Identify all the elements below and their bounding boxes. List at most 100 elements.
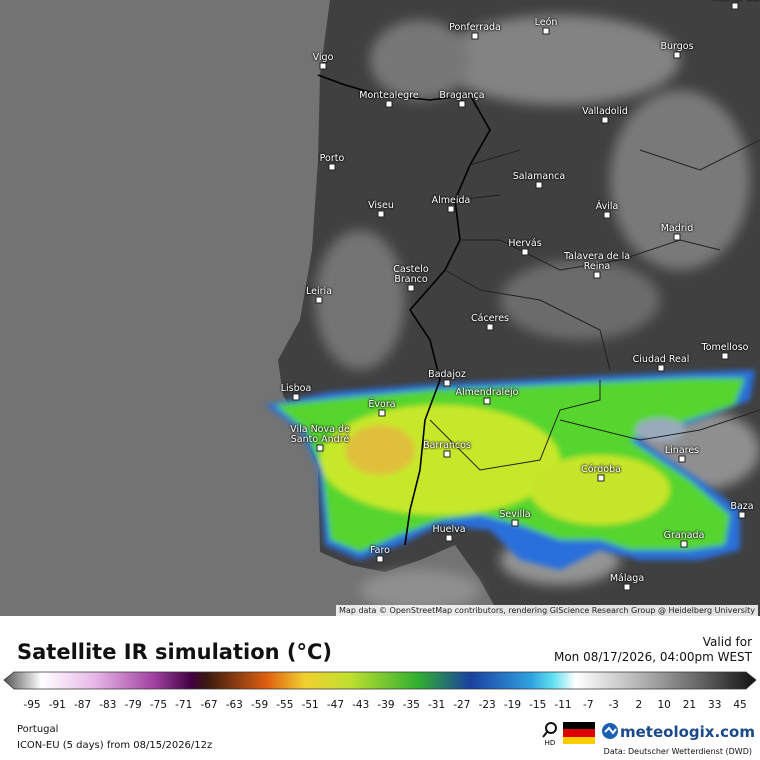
scale-tick-label: -11: [554, 699, 571, 711]
city-label: Sevilla: [499, 509, 531, 520]
city-marker: [623, 583, 631, 591]
city-label: Burgos: [660, 41, 694, 52]
city-marker: [673, 233, 681, 241]
city-marker: [447, 205, 455, 213]
brand-icon: [602, 723, 618, 739]
city-marker: [378, 409, 386, 417]
scale-tick-label: -23: [479, 699, 496, 711]
scale-tick-label: -35: [403, 699, 420, 711]
city-label: Salamanca: [512, 171, 566, 182]
city-label: Valladolid: [582, 106, 628, 117]
flag[interactable]: [563, 722, 595, 744]
city-marker: [601, 116, 609, 124]
city-label: Hervás: [508, 238, 542, 249]
scale-tick-label: 45: [733, 699, 746, 711]
city-marker: [521, 248, 529, 256]
scale-tick-label: -95: [23, 699, 40, 711]
city-marker: [377, 210, 385, 218]
city-marker: [486, 323, 494, 331]
city-marker: [597, 474, 605, 482]
scale-tick-label: -47: [327, 699, 344, 711]
city-label: Linares: [664, 445, 700, 456]
city-label: Vigo: [312, 52, 334, 63]
city-label: Castelo Branco: [393, 264, 429, 285]
city-marker: [603, 211, 611, 219]
city-label: Talavera de la Reina: [563, 251, 631, 272]
data-source: Data: Deutscher Wetterdienst (DWD): [603, 747, 752, 756]
model-run: ICON-EU (5 days) from 08/15/2026/12z: [17, 740, 213, 751]
map-graphic: [0, 0, 760, 616]
city-label: Granada: [663, 530, 705, 541]
brand[interactable]: meteologix.com: [620, 723, 755, 741]
scale-tick-label: -55: [276, 699, 293, 711]
city-marker: [471, 32, 479, 40]
scale-tick-label: 2: [636, 699, 643, 711]
city-marker: [483, 397, 491, 405]
city-label: Barrancos: [423, 440, 471, 451]
map: Vitoria-Ga Ponferrada León Vigo Burgos Montea…: [0, 0, 760, 616]
city-label: Évora: [368, 399, 396, 410]
city-marker: [593, 271, 601, 279]
city-marker: [445, 534, 453, 542]
scale-tick-label: -7: [583, 699, 593, 711]
scale-tick-label: -79: [125, 699, 142, 711]
city-label: Faro: [370, 545, 390, 556]
city-marker: [511, 519, 519, 527]
city-marker: [316, 444, 324, 452]
scale-tick-label: -83: [99, 699, 116, 711]
city-marker: [678, 455, 686, 463]
city-label: Tomelloso: [701, 342, 749, 353]
city-marker: [443, 379, 451, 387]
city-label: Almeida: [431, 195, 471, 206]
legend-title: Satellite IR simulation (°C): [17, 640, 332, 664]
city-label: Vila Nova de Santo André: [290, 424, 350, 445]
city-label: Porto: [319, 153, 345, 164]
city-marker: [443, 450, 451, 458]
valid-label: Valid for: [703, 635, 752, 649]
city-label: Huelva: [432, 524, 466, 535]
city-marker: [721, 352, 729, 360]
city-marker: [328, 163, 336, 171]
scale-tick-label: -39: [377, 699, 394, 711]
city-marker: [657, 364, 665, 372]
city-label: León: [534, 17, 558, 28]
scale-tick-label: -31: [428, 699, 445, 711]
scale-tick-label: -51: [302, 699, 319, 711]
hd-icon[interactable]: HD: [540, 720, 560, 748]
legend-panel: Satellite IR simulation (°C) Valid for M…: [3, 635, 757, 711]
scale-tick-label: -87: [74, 699, 91, 711]
scale-tick-label: 33: [708, 699, 721, 711]
scale-tick-label: -59: [251, 699, 268, 711]
city-label: Montealegre: [359, 90, 419, 101]
city-label: Baza: [730, 501, 754, 512]
city-marker: [535, 181, 543, 189]
city-label: Madrid: [660, 223, 694, 234]
scale-tick-label: 21: [683, 699, 696, 711]
scale-tick-label: -15: [529, 699, 546, 711]
city-marker: [292, 393, 300, 401]
city-label: Bragança: [439, 90, 485, 101]
attribution: Map data © OpenStreetMap contributors, r…: [336, 605, 758, 616]
hd-label: HD: [545, 739, 556, 747]
city-label: Ciudad Real: [632, 354, 690, 365]
city-label: Leiria: [306, 286, 332, 297]
scale-tick-label: -19: [504, 699, 521, 711]
scale-tick-label: -3: [608, 699, 618, 711]
valid-time: Mon 08/17/2026, 04:00pm WEST: [554, 650, 753, 664]
city-label: Ponferrada: [449, 22, 501, 33]
city-label: Ávila: [595, 201, 619, 212]
city-marker: [376, 555, 384, 563]
scale-tick-label: -71: [175, 699, 192, 711]
city-marker: [738, 511, 746, 519]
city-label: Málaga: [609, 573, 645, 584]
city-label: Badajoz: [428, 369, 466, 380]
city-label: Vitoria-Ga: [711, 0, 759, 3]
city-marker: [319, 62, 327, 70]
city-marker: [542, 27, 550, 35]
scale-tick-label: 10: [657, 699, 670, 711]
city-marker: [315, 296, 323, 304]
city-marker: [407, 284, 415, 292]
city-marker: [731, 2, 739, 10]
scale-tick-label: -91: [49, 699, 66, 711]
